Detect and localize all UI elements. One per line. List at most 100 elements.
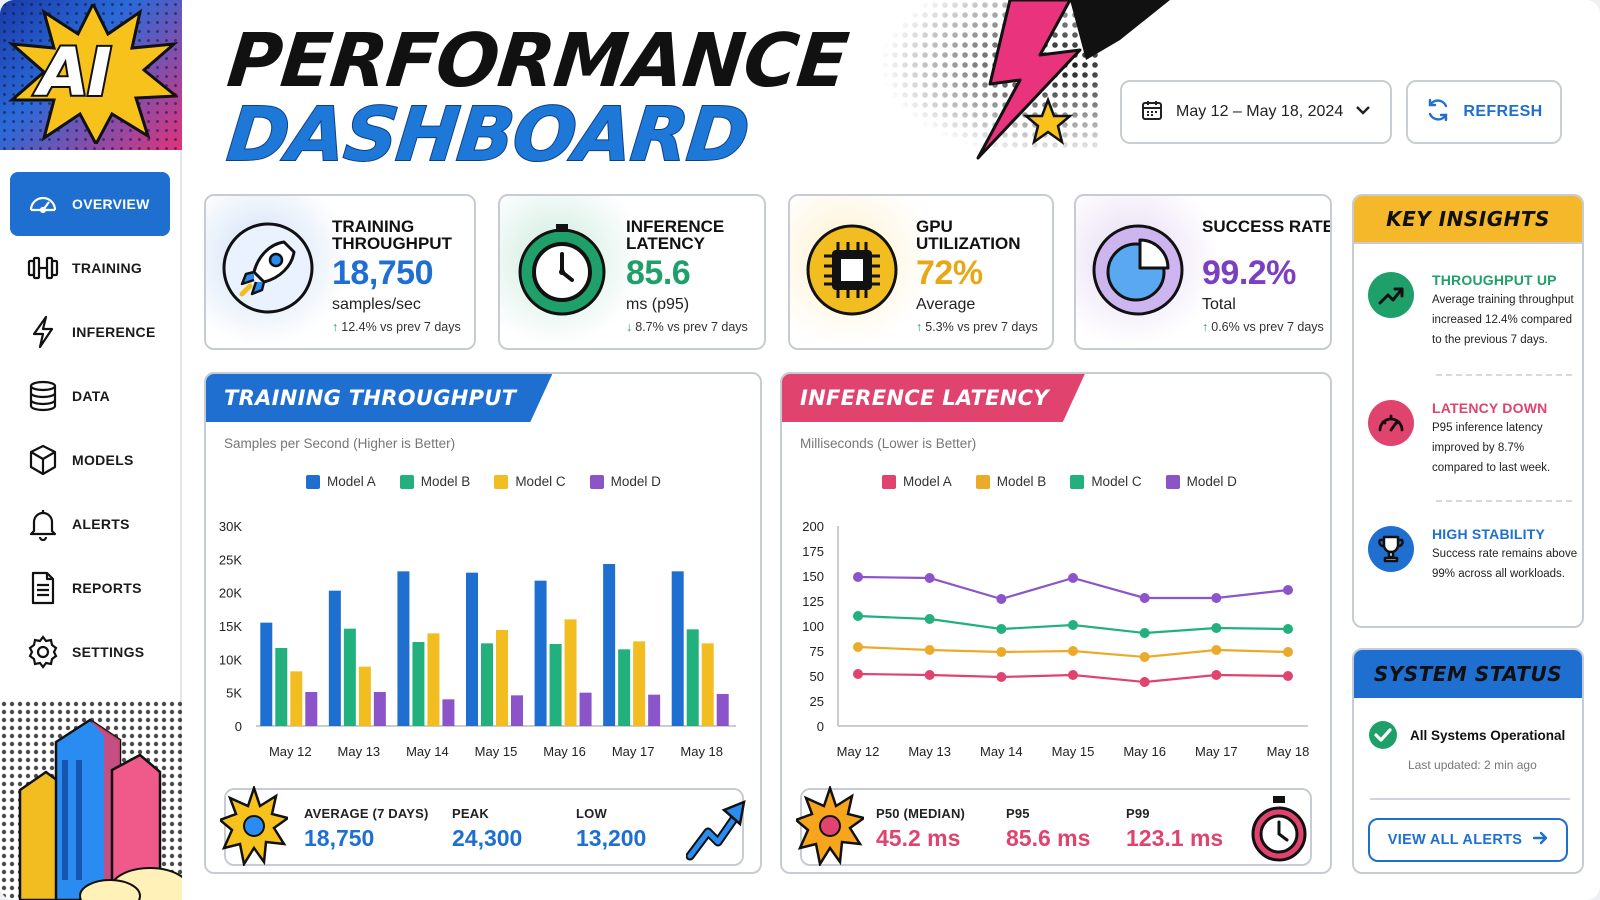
panel-subtitle: Milliseconds (Lower is Better) (800, 436, 977, 451)
data-point (924, 614, 935, 624)
status-row: All Systems Operational (1368, 720, 1565, 750)
data-point (853, 572, 863, 582)
sidebar-item-models[interactable]: MODELS (10, 428, 170, 492)
kpi-title: TRAINING THROUGHPUT (332, 217, 452, 253)
bar (358, 666, 371, 726)
sidebar-item-settings[interactable]: SETTINGS (10, 620, 170, 684)
stat-p50: P50 (MEDIAN) 45.2 ms (876, 806, 965, 852)
arrow-up-icon: ↑ (332, 320, 339, 334)
stat-label: LOW (576, 806, 607, 821)
stat-peak: PEAK 24,300 (452, 806, 522, 852)
view-all-alerts-button[interactable]: VIEW ALL ALERTS (1368, 818, 1568, 862)
data-point (924, 573, 935, 583)
kpi-change-text: 0.6% vs prev 7 days (1211, 320, 1324, 334)
chart-legend: Model A Model B Model C Model D (882, 474, 1237, 489)
kpi-card-gpu-utilization[interactable]: GPU UTILIZATION 72% Average ↑ 5.3% vs pre… (788, 194, 1054, 350)
stat-p95: P95 85.6 ms (1006, 806, 1090, 852)
legend-item: Model D (1165, 474, 1237, 489)
x-tick-label: May 14 (406, 744, 449, 759)
bar (534, 580, 547, 726)
last-updated: Last updated: 2 min ago (1408, 758, 1537, 772)
y-tick-label: 15K (219, 619, 242, 634)
date-range-text: May 12 – May 18, 2024 (1176, 103, 1344, 120)
sidebar-item-inference[interactable]: INFERENCE (10, 300, 170, 364)
bar (466, 572, 478, 726)
bar (716, 694, 729, 726)
legend-label: Model A (327, 474, 376, 489)
data-point (996, 672, 1007, 682)
speedometer-icon (1368, 400, 1414, 446)
starburst-icon (220, 786, 288, 866)
insight-text: Average training throughput increased 12… (1432, 294, 1574, 346)
stopwatch-icon (1251, 796, 1307, 862)
bar (343, 628, 356, 726)
training-throughput-panel: 0 5K 10K 15K 20K 25K 30K May 12 May 13 May 14 May … (204, 372, 762, 874)
database-icon (26, 379, 60, 413)
data-point (1283, 585, 1293, 595)
pie-chart-icon (1092, 224, 1184, 316)
bar (275, 648, 288, 726)
kpi-card-training-throughput[interactable]: TRAINING THROUGHPUT 18,750 samples/sec ↑… (204, 194, 476, 350)
stat-value: 123.1 ms (1126, 825, 1224, 851)
bar (701, 643, 714, 726)
sidebar-item-alerts[interactable]: ALERTS (10, 492, 170, 556)
stat-value: 18,750 (304, 825, 375, 851)
data-point (1139, 628, 1150, 638)
logo-text: AI (36, 32, 114, 113)
dumbbell-icon (26, 251, 60, 285)
data-point (1211, 593, 1222, 603)
y-tick-label: 25 (810, 694, 824, 709)
date-range-picker[interactable]: May 12 – May 18, 2024 (1120, 80, 1392, 144)
sidebar-item-data[interactable]: DATA (10, 364, 170, 428)
insight-title: THROUGHPUT UP (1432, 272, 1557, 288)
bell-icon (26, 507, 60, 541)
chevron-down-icon (1354, 101, 1372, 124)
sidebar-item-label: DATA (72, 388, 111, 404)
data-point (1211, 670, 1222, 680)
data-point (1068, 670, 1078, 680)
sidebar-item-reports[interactable]: REPORTS (10, 556, 170, 620)
status-text: All Systems Operational (1410, 727, 1566, 743)
panel-title: SYSTEM STATUS (1354, 650, 1582, 698)
bar (511, 695, 523, 726)
legend-item: Model B (975, 474, 1046, 489)
y-tick-label: 75 (810, 644, 824, 659)
kpi-value: 72% (916, 254, 983, 292)
data-point (996, 647, 1007, 657)
gauge-icon (26, 187, 60, 221)
stat-value: 45.2 ms (876, 825, 961, 851)
kpi-value: 85.6 (626, 254, 691, 292)
kpi-card-inference-latency[interactable]: INFERENCE LATENCY 85.6 ms (p95) ↓ 8.7% vs… (498, 194, 766, 350)
bar (671, 571, 684, 726)
inference-latency-panel: 0 25 50 75 100 125 150 175 200 May 12 May 13 May 14… (780, 372, 1332, 874)
insight-text: P95 inference latency improved by 8.7% c… (1432, 422, 1551, 474)
refresh-icon (1425, 97, 1451, 128)
logo[interactable]: AI (0, 0, 182, 150)
starburst-icon (8, 4, 178, 144)
stat-low: LOW 13,200 (576, 806, 646, 852)
kpi-change-text: 12.4% vs prev 7 days (341, 320, 461, 334)
data-point (1068, 573, 1078, 583)
bar (397, 571, 410, 726)
kpi-title: SUCCESS RATE (1202, 217, 1332, 236)
refresh-button[interactable]: REFRESH (1406, 80, 1562, 144)
sidebar-item-label: INFERENCE (72, 324, 156, 340)
kpi-card-success-rate[interactable]: SUCCESS RATE 99.2% Total ↑ 0.6% vs prev 7… (1074, 194, 1332, 350)
throughput-bar-chart: 0 5K 10K 15K 20K 25K 30K May 12 May 13 May 14 May … (219, 519, 736, 759)
stat-p99: P99 123.1 ms (1126, 806, 1223, 852)
data-point (1283, 647, 1293, 657)
x-tick-label: May 12 (269, 744, 312, 759)
bar (648, 694, 661, 726)
sidebar-item-label: ALERTS (72, 516, 130, 532)
system-status-panel: SYSTEM STATUS All Systems Operational La… (1352, 648, 1584, 874)
city-illustration (0, 700, 182, 900)
panel-title: INFERENCE LATENCY (782, 374, 1085, 422)
sidebar-item-overview[interactable]: OVERVIEW (10, 172, 170, 236)
bar (412, 642, 425, 726)
x-tick-label: May 13 (908, 744, 951, 759)
sidebar-item-training[interactable]: TRAINING (10, 236, 170, 300)
bar (427, 633, 440, 726)
sidebar: AI OVERVIEW TRAINING INFERENCE (0, 0, 182, 900)
sidebar-item-label: TRAINING (72, 260, 143, 276)
